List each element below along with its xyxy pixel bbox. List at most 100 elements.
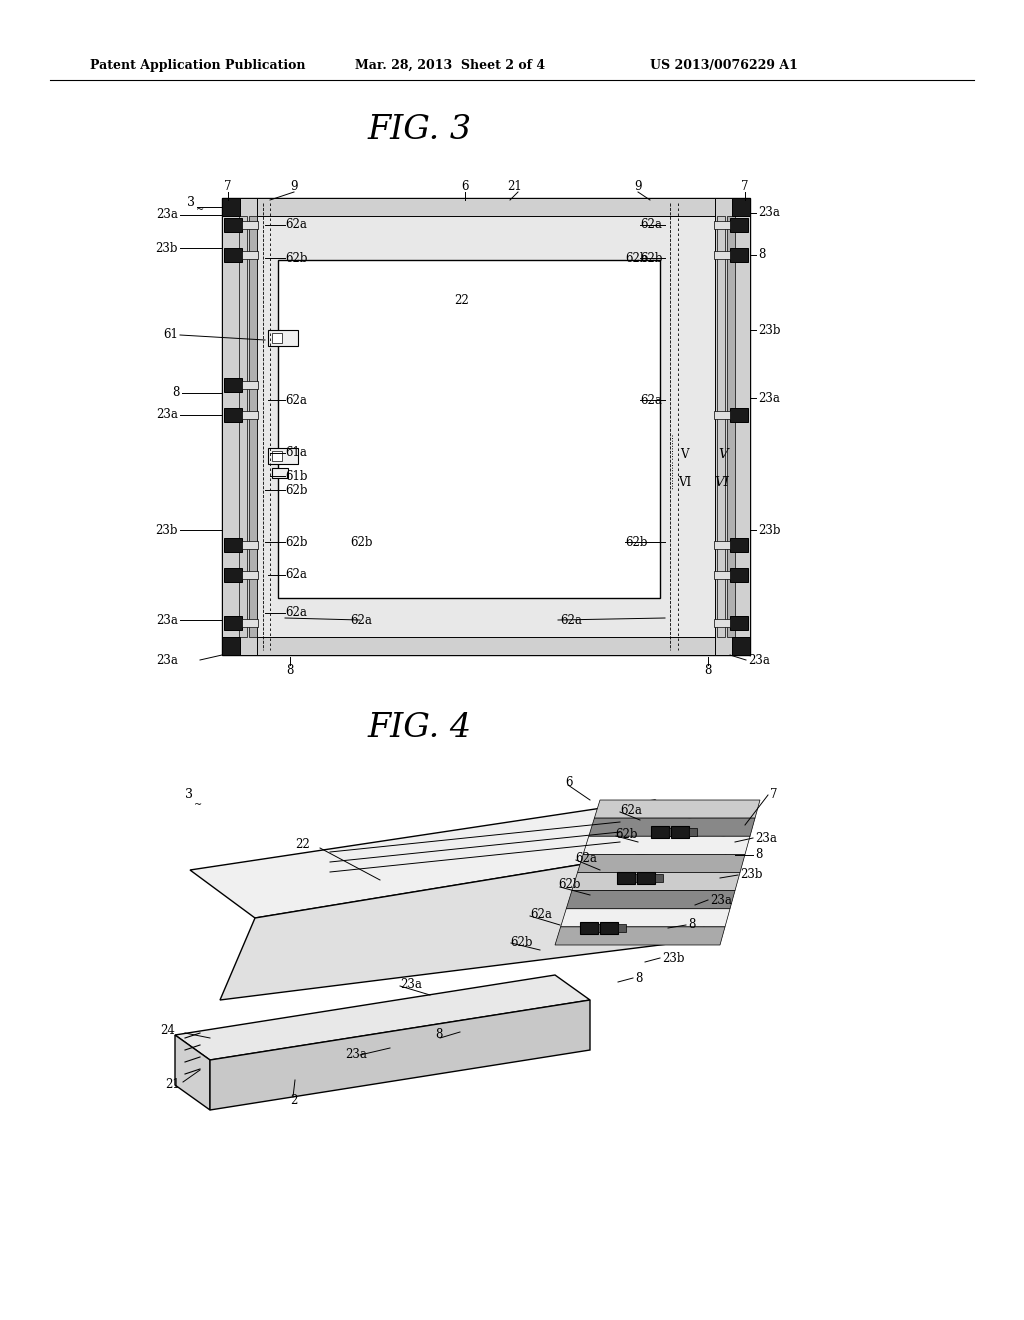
Text: V: V [680, 449, 688, 462]
Polygon shape [190, 800, 730, 917]
Bar [272, 333, 282, 343]
Text: 23b: 23b [662, 952, 684, 965]
Bar [714, 619, 730, 627]
Bar [242, 381, 258, 389]
Bar [635, 874, 643, 882]
Text: 6: 6 [565, 776, 572, 788]
Bar [714, 411, 730, 418]
Bar [717, 216, 725, 638]
Text: 62a: 62a [285, 569, 307, 582]
Bar [730, 616, 748, 630]
Text: Patent Application Publication: Patent Application Publication [90, 58, 305, 71]
Bar [730, 568, 748, 582]
Text: 3: 3 [185, 788, 193, 801]
Text: 23a: 23a [758, 206, 780, 219]
Text: 62b: 62b [350, 536, 373, 549]
Text: 61a: 61a [285, 446, 307, 459]
Text: 7: 7 [770, 788, 777, 801]
Bar [242, 541, 258, 549]
Text: 23b: 23b [740, 869, 763, 882]
Text: 62a: 62a [620, 804, 642, 817]
Bar [224, 378, 242, 392]
Text: 62a: 62a [350, 614, 372, 627]
Text: 7: 7 [741, 181, 749, 194]
Bar [669, 828, 677, 836]
Text: 23a: 23a [156, 209, 178, 222]
Text: FIG. 3: FIG. 3 [368, 114, 472, 147]
Text: 62a: 62a [530, 908, 552, 921]
Bar [242, 411, 258, 418]
Text: 61b: 61b [285, 470, 307, 483]
Bar [278, 260, 660, 598]
Text: 6: 6 [461, 181, 469, 194]
Text: 8: 8 [755, 849, 763, 862]
Bar [249, 216, 257, 638]
Bar [651, 826, 669, 838]
Text: 62b: 62b [640, 252, 663, 264]
Bar [732, 198, 750, 216]
Text: 23a: 23a [156, 653, 178, 667]
Text: 21: 21 [508, 181, 522, 194]
Bar [580, 921, 598, 935]
Bar [715, 198, 750, 655]
Bar [730, 248, 748, 261]
Bar [222, 638, 240, 655]
Text: 23b: 23b [156, 524, 178, 536]
Text: 9: 9 [290, 181, 298, 194]
Polygon shape [555, 927, 725, 945]
Text: 8: 8 [688, 919, 695, 932]
Text: 8: 8 [758, 248, 765, 261]
Bar [714, 220, 730, 228]
Text: 61: 61 [163, 329, 178, 342]
Text: 62b: 62b [510, 936, 532, 949]
Bar [714, 541, 730, 549]
Text: 23a: 23a [710, 894, 732, 907]
Bar [222, 198, 240, 216]
Text: 22: 22 [295, 838, 309, 851]
Bar [272, 451, 282, 461]
Polygon shape [571, 873, 740, 891]
Text: VI: VI [678, 475, 691, 488]
Bar [727, 216, 735, 638]
Text: V: V [718, 449, 728, 462]
Bar [268, 447, 298, 465]
Text: Mar. 28, 2013  Sheet 2 of 4: Mar. 28, 2013 Sheet 2 of 4 [355, 58, 545, 71]
Text: 23b: 23b [156, 242, 178, 255]
Polygon shape [560, 908, 730, 927]
Bar [242, 572, 258, 579]
Bar [224, 248, 242, 261]
Text: ~: ~ [196, 206, 204, 214]
Text: 8: 8 [435, 1028, 442, 1041]
Bar [224, 408, 242, 422]
Polygon shape [566, 891, 735, 908]
Polygon shape [210, 1001, 590, 1110]
Bar [617, 873, 635, 884]
Text: 23b: 23b [758, 524, 780, 536]
Bar [222, 198, 257, 655]
Text: 62b: 62b [558, 879, 581, 891]
Polygon shape [175, 1035, 210, 1110]
Bar [730, 218, 748, 232]
Text: 62a: 62a [575, 851, 597, 865]
Text: 23b: 23b [758, 323, 780, 337]
Text: 8: 8 [705, 664, 712, 676]
Text: 62a: 62a [640, 393, 662, 407]
Text: 62a: 62a [285, 219, 307, 231]
Bar [222, 638, 750, 655]
Bar [714, 572, 730, 579]
Bar [224, 218, 242, 232]
Text: ~: ~ [194, 800, 202, 809]
Bar [689, 828, 697, 836]
Polygon shape [589, 818, 755, 837]
Bar [222, 198, 750, 655]
Bar [224, 568, 242, 582]
Bar [242, 220, 258, 228]
Text: 24: 24 [160, 1023, 175, 1036]
Bar [598, 924, 606, 932]
Text: 8: 8 [635, 972, 642, 985]
Text: 23a: 23a [758, 392, 780, 404]
Bar [730, 408, 748, 422]
Bar [242, 619, 258, 627]
Bar [242, 251, 258, 259]
Text: 9: 9 [634, 181, 642, 194]
